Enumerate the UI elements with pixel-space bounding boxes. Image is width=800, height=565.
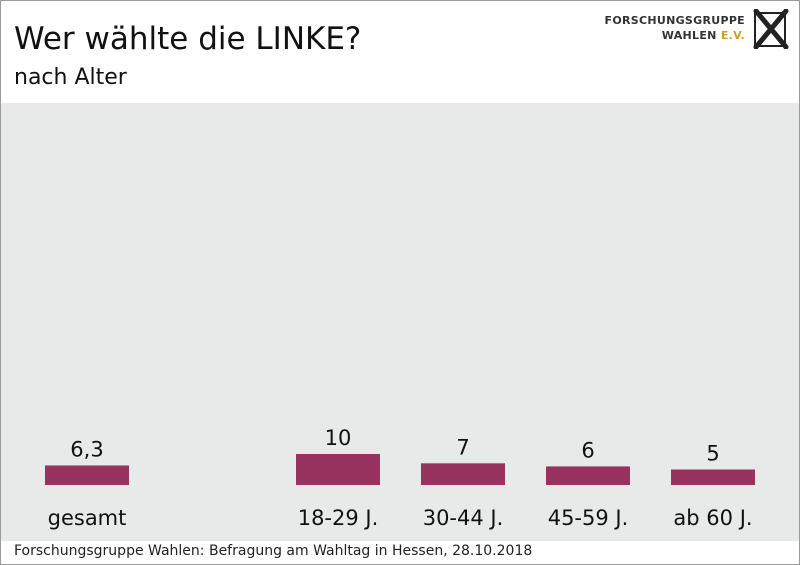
- value-label-3: 6: [581, 438, 594, 462]
- bar-2: [421, 463, 505, 485]
- bar-chart: 6,3 gesamt 10 18-29 J. 7 30-44 J. 6 45-59 J. 5 ab…: [45, 426, 755, 530]
- plot-area: 6,3 gesamt 10 18-29 J. 7 30-44 J. 6 45-59 J. 5 ab…: [1, 103, 799, 541]
- logo-text: FORSCHUNGSGRUPPE WAHLEN E.V.: [605, 13, 746, 43]
- logo-line-1: FORSCHUNGSGRUPPE: [604, 14, 745, 27]
- category-label-3: 45-59 J.: [548, 506, 629, 530]
- bar-4: [671, 469, 755, 485]
- category-label-2: 30-44 J.: [423, 506, 504, 530]
- chart-title: Wer wählte die LINKE?: [14, 21, 362, 57]
- value-label-1: 10: [325, 426, 352, 450]
- category-label-4: ab 60 J.: [673, 506, 752, 530]
- bar-1: [296, 454, 380, 485]
- category-label-1: 18-29 J.: [298, 506, 379, 530]
- logo-line-2-suffix: E.V.: [720, 29, 745, 42]
- value-label-4: 5: [706, 442, 719, 466]
- value-label-2: 7: [456, 435, 469, 459]
- bar-0: [45, 465, 129, 485]
- logo-line-2: WAHLEN E.V.: [605, 28, 746, 43]
- chart-subtitle: nach Alter: [14, 65, 127, 90]
- bar-3: [546, 466, 630, 485]
- source-note: Forschungsgruppe Wahlen: Befragung am Wa…: [14, 543, 533, 559]
- ballot-cross-logo-icon: [753, 9, 789, 49]
- logo-line-2-name: WAHLEN: [661, 29, 717, 42]
- category-label-0: gesamt: [48, 506, 127, 530]
- value-label-0: 6,3: [70, 437, 103, 461]
- chart-header: Wer wählte die LINKE? nach Alter FORSCHU…: [1, 1, 799, 103]
